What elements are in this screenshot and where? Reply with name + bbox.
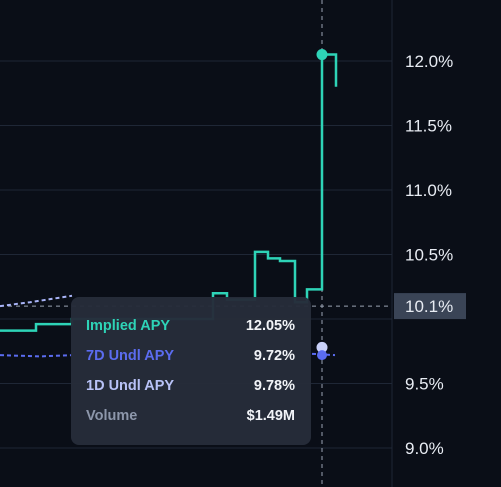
marker-1d-undl-apy	[316, 341, 328, 353]
y-tick-label: 10.5%	[405, 246, 453, 265]
y-tick-label: 12.0%	[405, 52, 453, 71]
series-line-implied-apy	[0, 53, 338, 332]
series-line-7d-undl-apy	[0, 354, 73, 358]
y-tick-label: 9.0%	[405, 439, 444, 458]
tooltip-row-implied-apy: Implied APY 12.05%	[86, 311, 295, 341]
tooltip-row-volume: Volume $1.49M	[86, 401, 295, 431]
crosshair-value-label: 10.1%	[405, 297, 453, 316]
tooltip-value-7d-undl-apy: 9.72%	[253, 348, 295, 364]
tooltip-label-volume: Volume	[86, 408, 138, 424]
y-tick-label: 9.5%	[405, 375, 444, 394]
tooltip-label-7d-undl-apy: 7D Undl APY	[86, 348, 175, 364]
y-tick-label: 11.0%	[405, 181, 452, 200]
tooltip-label-implied-apy: Implied APY	[86, 318, 171, 334]
chart-tooltip: Implied APY 12.05% 7D Undl APY 9.72% 1D …	[71, 297, 311, 445]
tooltip-row-1d-undl-apy: 1D Undl APY 9.78%	[86, 371, 295, 401]
tooltip-value-volume: $1.49M	[246, 408, 295, 424]
tooltip-row-7d-undl-apy: 7D Undl APY 9.72%	[86, 341, 295, 371]
series-line-1d-undl-apy	[0, 294, 73, 308]
series-line-7d-undl-apy-tail	[311, 352, 336, 357]
marker-implied-apy	[316, 49, 328, 61]
tooltip-label-1d-undl-apy: 1D Undl APY	[86, 378, 175, 394]
crosshair-label-box	[394, 293, 466, 320]
y-tick-label: 11.5%	[405, 117, 452, 136]
tooltip-value-1d-undl-apy: 9.78%	[253, 378, 295, 394]
marker-7d-undl-apy	[317, 350, 327, 361]
tooltip-value-implied-apy: 12.05%	[245, 318, 295, 334]
